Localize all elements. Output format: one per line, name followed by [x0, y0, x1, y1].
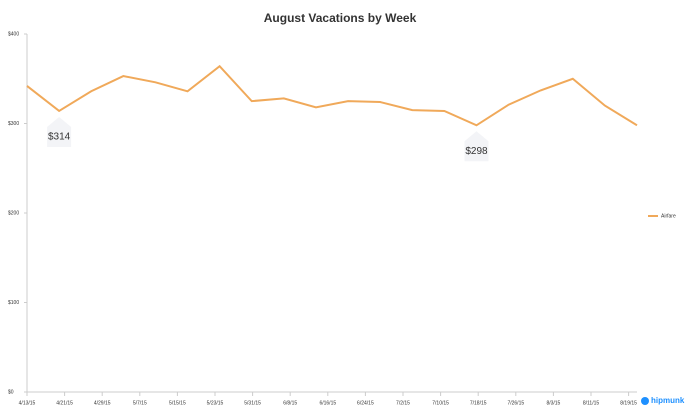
- x-tick-label: 5/23/15: [207, 400, 224, 406]
- annotation: $314: [48, 132, 71, 143]
- x-tick-label: 6/24/15: [357, 400, 374, 406]
- x-tick-label: 7/10/15: [432, 400, 449, 406]
- x-tick-label: 8/11/15: [583, 400, 600, 406]
- x-tick-label: 7/18/15: [470, 400, 487, 406]
- y-tick-label: $100: [8, 300, 19, 306]
- x-tick-label: 6/16/15: [319, 400, 336, 406]
- x-tick-label: 4/29/15: [94, 400, 111, 406]
- y-tick-label: $400: [8, 31, 19, 37]
- annotation: $298: [465, 146, 488, 157]
- x-tick-label: 7/2/15: [396, 400, 410, 406]
- x-tick-label: 4/13/15: [19, 400, 36, 406]
- x-tick-label: 4/21/15: [56, 400, 73, 406]
- legend-label: Airfare: [661, 213, 676, 219]
- x-tick-label: 5/31/15: [244, 400, 261, 406]
- y-tick-label: $300: [8, 121, 19, 127]
- brand: hipmunk: [651, 396, 685, 405]
- line: [26, 64, 638, 127]
- brand-logo: [641, 397, 649, 405]
- y-tick-label: $200: [8, 210, 19, 216]
- y-tick-label: $0: [8, 389, 14, 395]
- x-tick-label: 5/7/15: [133, 400, 147, 406]
- callout: [47, 116, 72, 147]
- x-tick-label: 8/19/15: [620, 400, 637, 406]
- chart-title: August Vacations by Week: [264, 11, 417, 25]
- x-tick-label: 8/3/15: [546, 400, 560, 406]
- x-tick-label: 5/15/15: [169, 400, 186, 406]
- x-tick-label: 7/26/15: [507, 400, 524, 406]
- x-tick-label: 6/8/15: [283, 400, 297, 406]
- callout: [464, 131, 489, 162]
